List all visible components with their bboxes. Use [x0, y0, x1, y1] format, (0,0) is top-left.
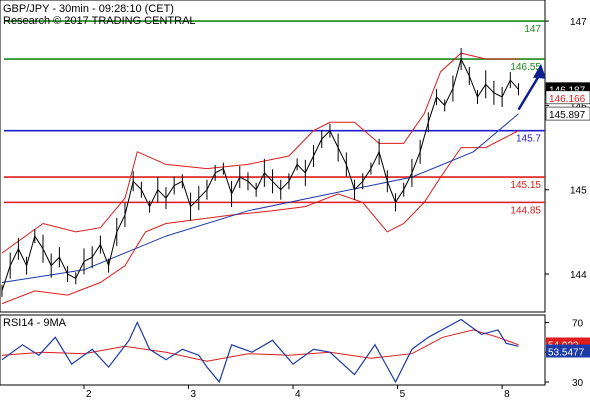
price-panel-frame [0, 0, 546, 313]
level-label-2: 146.55 [510, 62, 541, 73]
rsi-axis: 30507054.92353.5477 [545, 318, 590, 389]
price-line [1, 57, 519, 292]
level-label-4: 145.15 [510, 180, 541, 191]
level-label-1: 147 [524, 24, 541, 35]
price-tag-box-1 [545, 90, 590, 105]
forecast-arrow-head [533, 63, 546, 79]
price-tag-2: 145.897 [549, 110, 586, 121]
rsi-panel-frame [0, 314, 546, 386]
price-tag-1: 146.166 [549, 94, 586, 105]
price-tick-label-0: 144 [570, 270, 587, 281]
x-tick-label-0: 2 [86, 389, 92, 400]
x-tick-label-3: 5 [400, 389, 406, 400]
bollinger-upper-line [1, 52, 519, 254]
chart-title: GBP/JPY - 30min - 09:28:10 (CET) [3, 3, 174, 15]
moving-average-line [1, 113, 519, 283]
rsi-tag-box-1 [546, 344, 590, 358]
rsi-tick-label-2: 70 [572, 318, 584, 329]
rsi-tick-label-0: 30 [572, 378, 584, 389]
rsi-panel: RSI14 - 9MA [0, 314, 546, 386]
price-series [1, 48, 520, 297]
price-tick-label-3: 147 [570, 17, 587, 28]
x-tick-label-2: 4 [295, 389, 301, 400]
rsi-ma-line [1, 329, 519, 362]
x-axis: 2 3 4 5 8 [83, 385, 510, 400]
level-label-5: 144.85 [510, 205, 541, 216]
bollinger-bands [1, 52, 519, 305]
forecast-arrow-shaft [517, 75, 541, 111]
rsi-line [1, 318, 519, 384]
price-tick-label-1: 145 [570, 186, 587, 197]
rsi-title: RSI14 - 9MA [3, 317, 67, 329]
rsi-tag-1: 53.5477 [548, 347, 585, 358]
chart-subtitle: Research © 2017 TRADING CENTRAL [3, 15, 196, 27]
rsi-series [1, 318, 519, 384]
forecast-arrow [517, 63, 546, 111]
bollinger-lower-line [1, 130, 519, 305]
level-label-3: 145.7 [516, 134, 541, 145]
x-tick-label-1: 3 [191, 389, 197, 400]
x-tick-label-4: 8 [504, 389, 510, 400]
price-tag-box-2 [545, 106, 590, 121]
